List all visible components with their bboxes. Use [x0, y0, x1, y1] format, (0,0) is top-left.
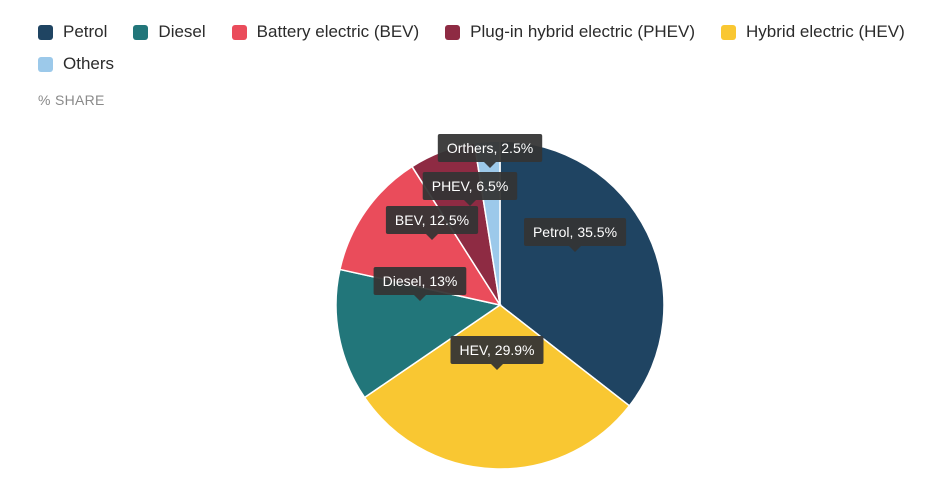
legend-swatch-hev [721, 24, 737, 40]
legend-swatch-bev [231, 24, 247, 40]
legend-item-diesel[interactable]: Diesel [133, 20, 206, 44]
legend-label-phev: Plug-in hybrid electric (PHEV) [470, 22, 696, 41]
legend-item-phev[interactable]: Plug-in hybrid electric (PHEV) [445, 20, 695, 44]
slice-label-phev: PHEV, 6.5% [422, 172, 518, 206]
slice-label-bev: BEV, 12.5% [385, 206, 479, 240]
chart-subtitle: % SHARE [38, 92, 105, 108]
legend-label-others: Others [63, 54, 115, 73]
chart-legend: Petrol Diesel Battery electric (BEV) Plu… [38, 20, 908, 76]
legend-swatch-petrol [38, 24, 53, 40]
pie-slice-diesel[interactable] [335, 268, 502, 399]
svg-text:PHEV, 6.5%: PHEV, 6.5% [432, 178, 509, 194]
legend-item-bev[interactable]: Battery electric (BEV) [231, 20, 420, 44]
slice-label-hev: HEV, 29.9% [450, 336, 544, 370]
pie-slice-hev[interactable] [363, 304, 631, 470]
svg-text:Diesel, 13%: Diesel, 13% [383, 273, 458, 289]
slice-label-diesel: Diesel, 13% [373, 267, 467, 301]
legend-item-others[interactable]: Others [38, 52, 114, 76]
legend-label-diesel: Diesel [158, 22, 206, 41]
legend-label-hev: Hybrid electric (HEV) [746, 22, 905, 41]
legend-item-petrol[interactable]: Petrol [38, 20, 107, 44]
slice-label-petrol: Petrol, 35.5% [524, 218, 627, 252]
legend-label-bev: Battery electric (BEV) [256, 22, 420, 41]
legend-swatch-others [38, 56, 53, 72]
legend-item-hev[interactable]: Hybrid electric (HEV) [721, 20, 905, 44]
slice-label-others: Orthers, 2.5% [437, 134, 543, 168]
pie-slice-petrol[interactable] [499, 140, 665, 407]
legend-swatch-phev [445, 24, 461, 40]
svg-text:Orthers, 2.5%: Orthers, 2.5% [447, 140, 533, 156]
legend-swatch-diesel [133, 24, 149, 40]
svg-text:HEV, 29.9%: HEV, 29.9% [460, 342, 535, 358]
svg-text:Petrol, 35.5%: Petrol, 35.5% [533, 224, 617, 240]
legend-label-petrol: Petrol [63, 22, 108, 41]
pie-labels: Petrol, 35.5% HEV, 29.9% Diesel, 13% BEV, 1… [373, 134, 627, 370]
svg-text:BEV, 12.5%: BEV, 12.5% [395, 212, 469, 228]
